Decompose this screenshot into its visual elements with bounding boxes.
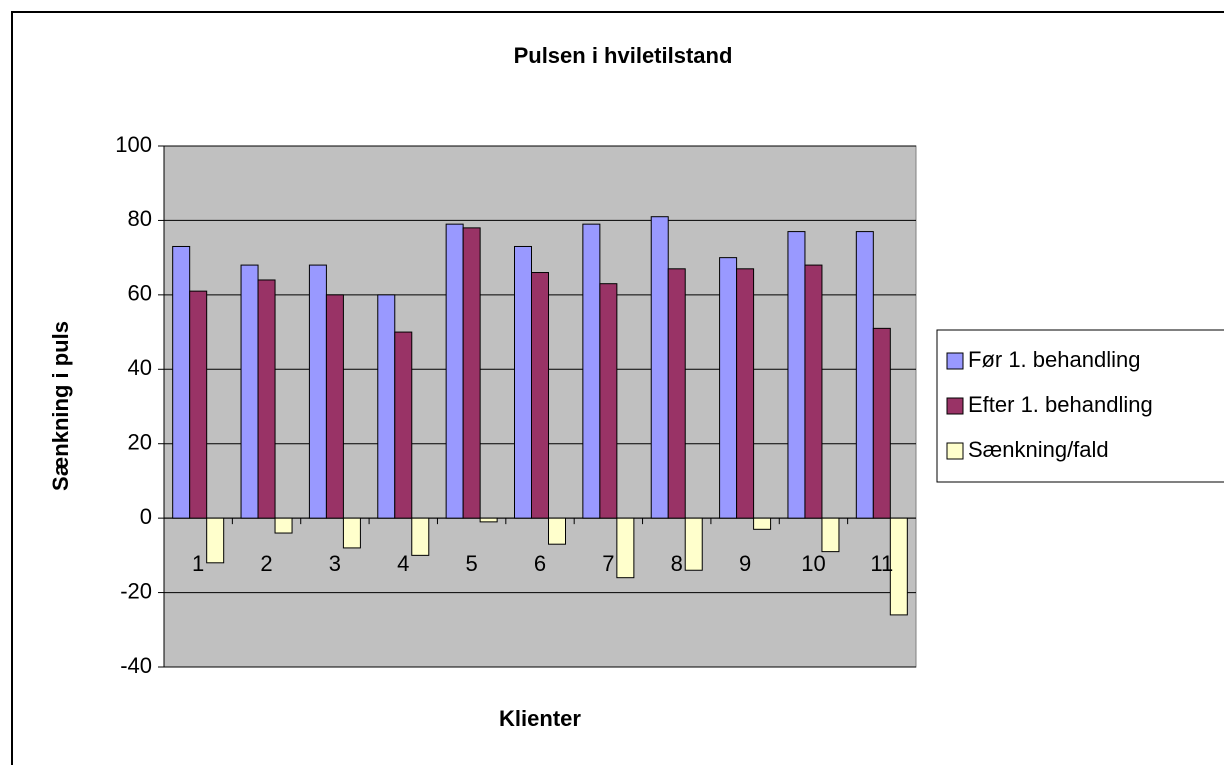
y-tick-label: 0 [140,504,152,529]
legend-swatch [946,352,964,370]
bar [274,517,293,534]
bar [342,517,361,549]
x-tick-label: 6 [534,551,546,576]
bar [889,517,908,616]
bar [445,223,464,519]
bar [548,517,566,545]
bar [479,517,498,523]
y-tick-label: 20 [128,430,152,455]
legend-label: Sænkning/fald [968,437,1109,462]
bar [753,517,772,530]
bar [599,283,618,519]
bar [377,294,396,519]
bar [189,290,208,519]
bar [616,517,635,579]
bar [787,231,806,519]
x-axis-label: Klienter [499,706,581,731]
legend-label: Efter 1. behandling [968,392,1153,417]
bar [240,264,259,519]
bar [325,294,344,519]
x-tick-label: 5 [466,551,478,576]
bar [667,268,686,519]
chart-title: Pulsen i hviletilstand [514,43,733,68]
bar [650,216,669,519]
bar [804,264,823,519]
bar [719,257,738,519]
x-tick-label: 10 [801,551,825,576]
y-tick-label: -20 [120,578,152,603]
bar [206,517,225,564]
bar [411,517,430,556]
x-tick-label: 11 [870,551,893,576]
bar [872,327,891,519]
bar [684,517,703,571]
x-tick-label: 1 [192,551,204,576]
bar [462,227,481,519]
bar [257,279,276,519]
legend-label: Før 1. behandling [968,347,1140,372]
bar [855,231,874,519]
bar [531,272,549,519]
x-tick-label: 7 [602,551,614,576]
bar [308,264,327,519]
bar [514,245,532,519]
legend-swatch [946,442,964,460]
x-tick-label: 3 [329,551,341,576]
y-tick-label: 80 [128,206,152,231]
x-tick-label: 8 [671,551,683,576]
x-tick-label: 9 [739,551,751,576]
y-tick-label: 40 [128,355,152,380]
bar [582,223,601,519]
legend-swatch [946,397,964,415]
bar [821,517,840,553]
bar [172,245,191,519]
x-tick-label: 4 [397,551,409,576]
bar [394,331,413,519]
y-tick-label: -40 [120,653,152,678]
bar [736,268,755,519]
legend-box [936,329,1224,483]
x-tick-label: 2 [260,551,272,576]
y-tick-label: 60 [128,281,152,306]
y-tick-label: 100 [115,132,152,157]
y-axis-label: Sænkning i puls [48,321,73,491]
